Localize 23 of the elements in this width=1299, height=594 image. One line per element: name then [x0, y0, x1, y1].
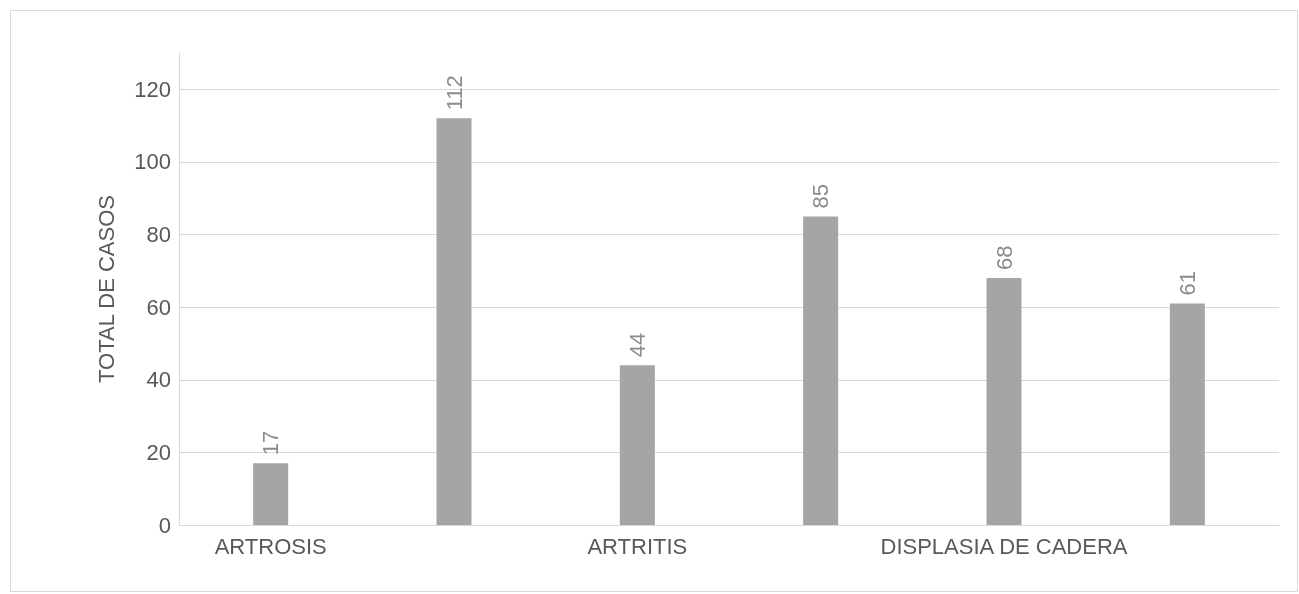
y-tick-label: 20	[146, 439, 171, 465]
bar	[803, 216, 839, 525]
bar	[436, 118, 472, 525]
data-label: 112	[441, 75, 467, 111]
y-axis-title: TOTAL DE CASOS	[93, 195, 119, 383]
data-label: 44	[624, 332, 650, 358]
data-label: 68	[991, 245, 1017, 271]
data-label: 85	[808, 183, 834, 209]
y-tick-label: 120	[134, 76, 171, 102]
bar	[253, 463, 289, 525]
x-tick-label: DISPLASIA DE CADERA	[880, 533, 1128, 559]
x-tick-label: ARTRITIS	[587, 533, 688, 559]
y-tick-label: 40	[146, 367, 171, 393]
bar	[619, 365, 655, 525]
y-tick-label: 0	[158, 512, 171, 538]
y-tick-label: 60	[146, 294, 171, 320]
y-tick-label: 80	[146, 222, 171, 248]
x-tick-label: ARTROSIS	[214, 533, 327, 559]
data-label: 61	[1174, 271, 1200, 296]
data-label: 17	[258, 430, 284, 456]
y-tick-label: 100	[134, 149, 171, 175]
bar	[1169, 303, 1205, 525]
bar	[986, 278, 1022, 525]
